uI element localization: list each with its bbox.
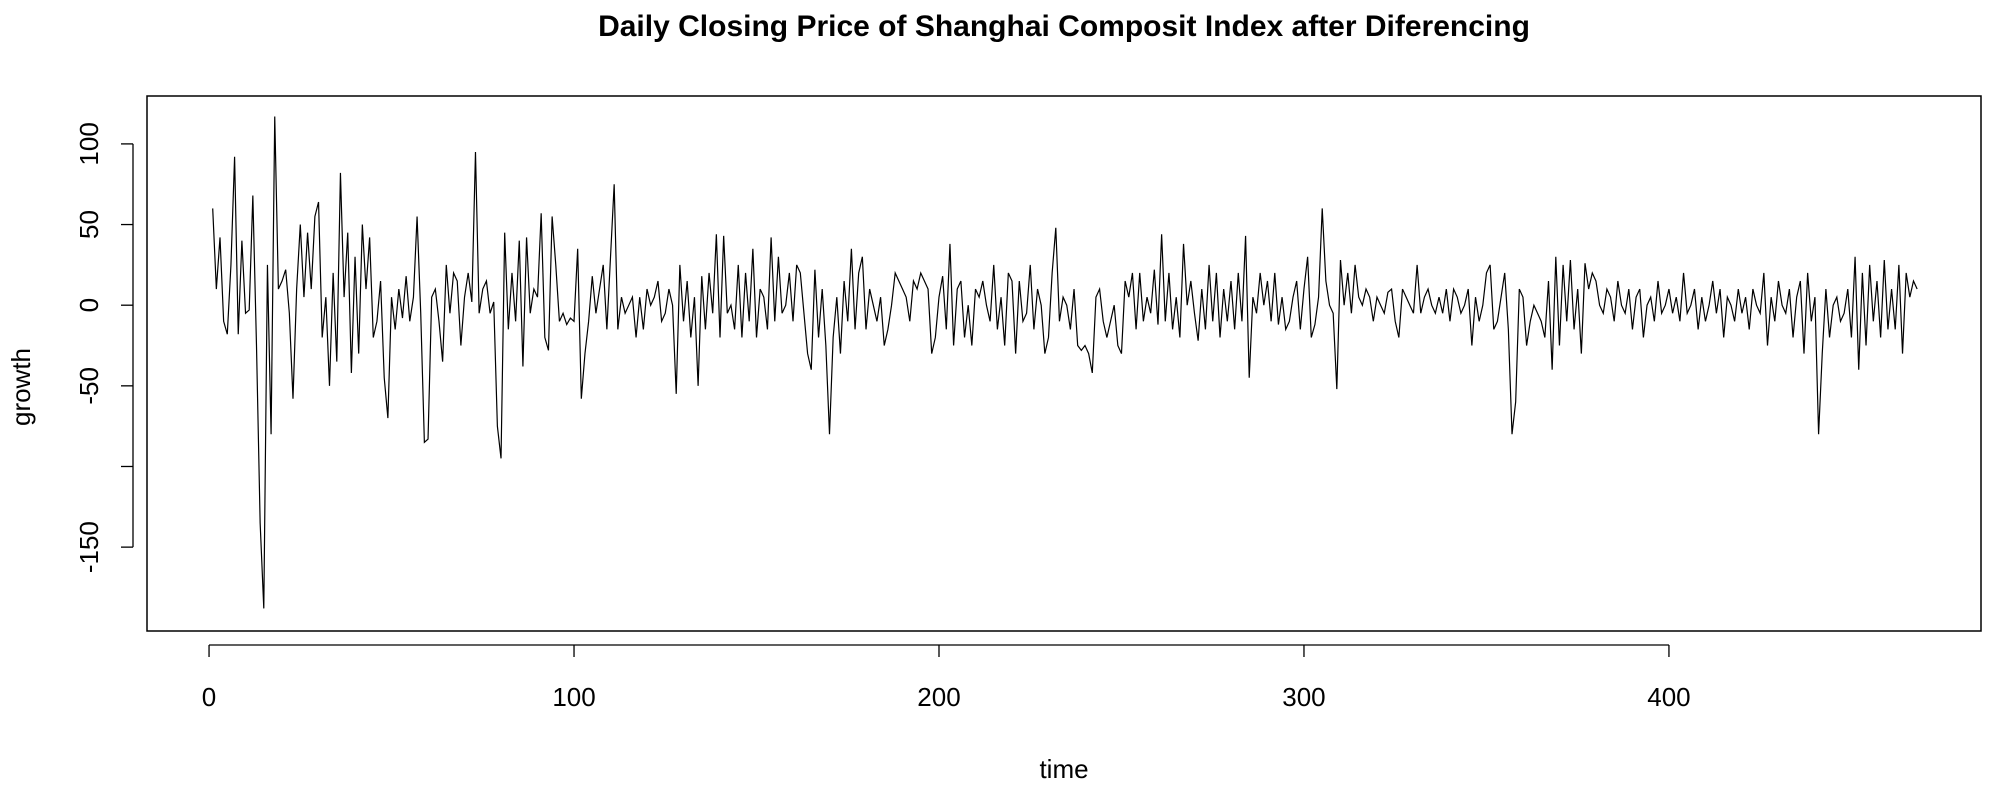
x-axis: 0 100 200 300 400 xyxy=(202,644,1691,712)
plot-frame xyxy=(146,95,1982,632)
x-axis-label: time xyxy=(1039,754,1088,784)
y-tick-label: 0 xyxy=(74,298,104,312)
x-tick-label: 0 xyxy=(202,682,216,712)
y-axis: 100 50 0 -50 -150 xyxy=(74,122,134,573)
x-tick-label: 100 xyxy=(552,682,595,712)
y-tick-label: -50 xyxy=(74,367,104,405)
y-tick-label: -150 xyxy=(74,521,104,573)
x-tick-label: 200 xyxy=(917,682,960,712)
y-tick-label: 50 xyxy=(74,210,104,239)
series-line-growth xyxy=(212,116,1918,609)
y-axis-label: growth xyxy=(6,348,36,426)
x-tick-label: 300 xyxy=(1282,682,1325,712)
x-tick-label: 400 xyxy=(1647,682,1690,712)
chart-title: Daily Closing Price of Shanghai Composit… xyxy=(598,10,1530,43)
y-tick-label: 100 xyxy=(74,122,104,165)
